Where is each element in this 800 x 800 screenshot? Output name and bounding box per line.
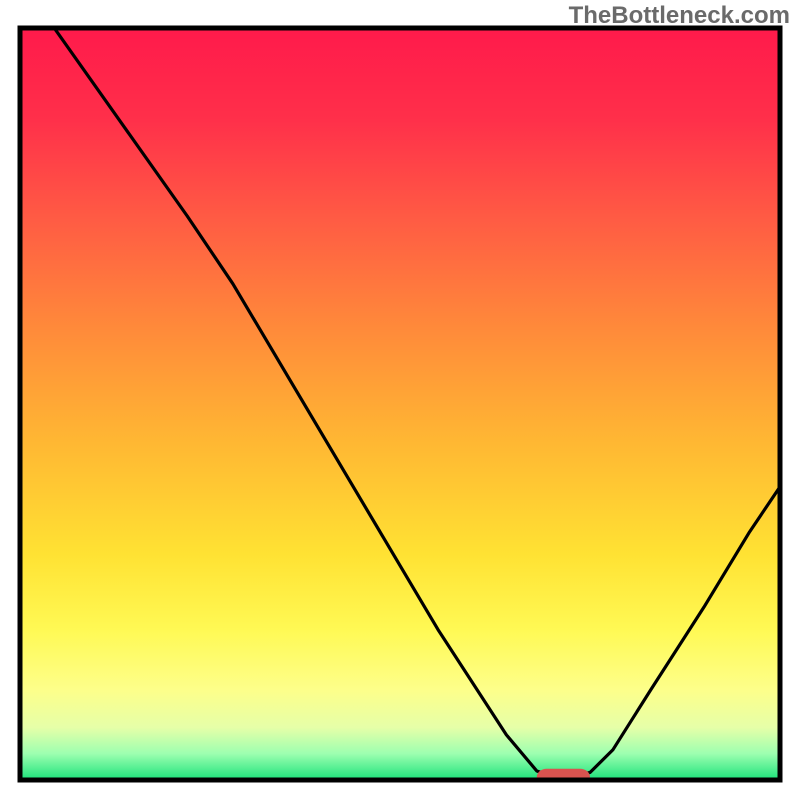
optimal-marker: [537, 769, 590, 786]
plot-area: [20, 28, 780, 785]
chart-svg: [0, 0, 800, 800]
watermark-text: TheBottleneck.com: [569, 2, 790, 30]
bottleneck-chart: TheBottleneck.com: [0, 0, 800, 800]
